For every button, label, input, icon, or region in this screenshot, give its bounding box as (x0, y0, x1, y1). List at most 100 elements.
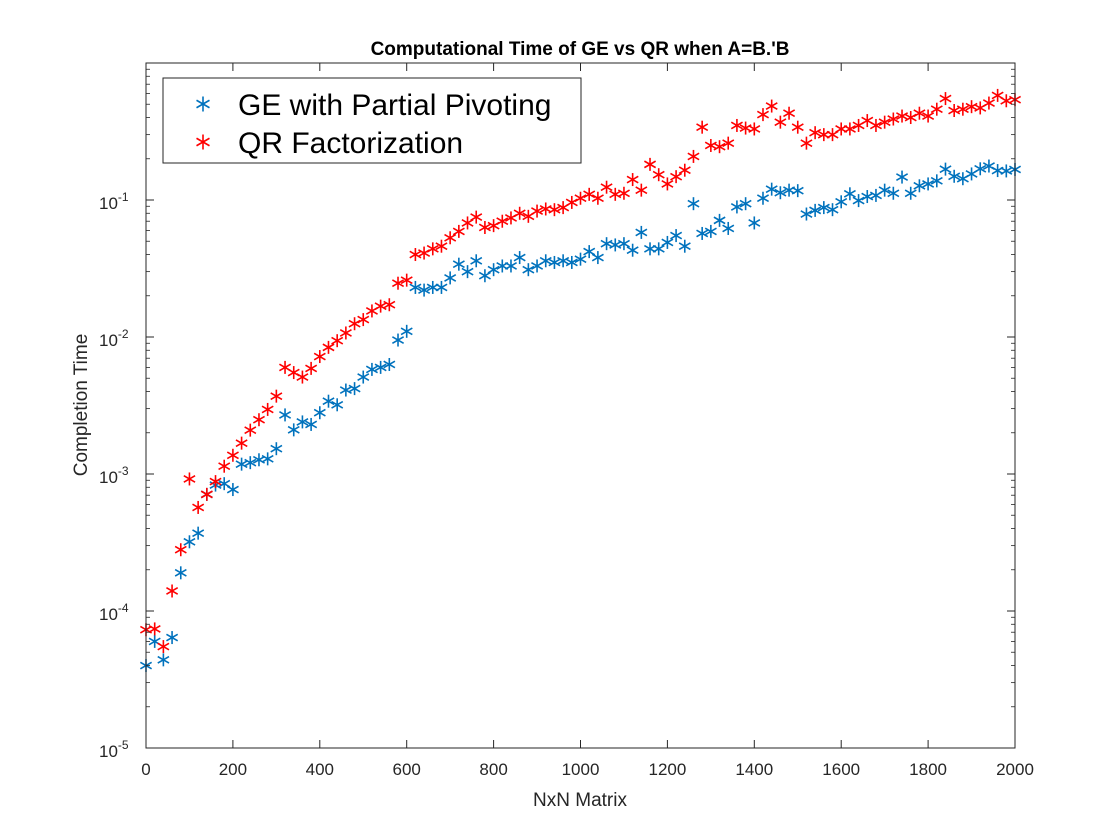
data-point (948, 169, 961, 183)
data-point (722, 136, 735, 150)
data-point (313, 406, 326, 420)
data-point (400, 273, 413, 287)
data-point (522, 263, 535, 277)
data-point (313, 350, 326, 364)
data-point (348, 382, 361, 396)
data-point (391, 276, 405, 290)
data-point (574, 191, 587, 205)
data-point (470, 210, 483, 224)
data-point (696, 226, 709, 240)
data-point (843, 122, 856, 136)
data-point (652, 168, 665, 182)
data-point (539, 254, 552, 268)
data-point (783, 106, 796, 120)
data-point (896, 170, 909, 184)
data-point (244, 423, 257, 437)
y-axis-label: Completion Time (71, 334, 92, 477)
legend-marker (196, 134, 210, 150)
data-point (887, 112, 900, 126)
data-point (574, 252, 587, 266)
x-tick-label: 200 (219, 760, 247, 779)
y-tick-label: 10-5 (99, 738, 129, 761)
data-point (487, 263, 500, 277)
x-tick-label: 0 (141, 760, 150, 779)
data-point (687, 149, 700, 163)
data-point (452, 257, 465, 271)
data-point (261, 452, 274, 466)
data-point (748, 122, 761, 136)
data-point (166, 584, 179, 598)
data-point (887, 186, 900, 200)
data-point (661, 235, 674, 249)
data-point (365, 362, 378, 376)
data-point (791, 120, 804, 134)
data-point (678, 163, 691, 177)
data-point (722, 221, 735, 235)
data-point (531, 204, 544, 218)
data-point (852, 194, 865, 208)
data-point (270, 389, 283, 403)
x-tick-label: 400 (306, 760, 334, 779)
data-point (600, 180, 613, 194)
data-point (409, 280, 422, 294)
data-point (678, 239, 691, 253)
data-point (287, 423, 300, 437)
data-point (878, 183, 891, 197)
data-point (513, 251, 526, 265)
legend: GE with Partial Pivoting QR Factorization (162, 77, 582, 164)
x-tick-label: 1200 (648, 760, 686, 779)
x-tick-label: 1800 (909, 760, 947, 779)
data-point (305, 417, 318, 431)
data-point (157, 640, 170, 654)
data-point (322, 340, 335, 354)
data-point (557, 254, 570, 268)
data-point (296, 415, 309, 429)
data-point (331, 334, 344, 348)
legend-box (162, 77, 582, 164)
data-point (339, 326, 352, 340)
legend-label: GE with Partial Pivoting (238, 89, 551, 122)
data-point (305, 361, 318, 375)
data-point (426, 242, 439, 256)
plot-area (146, 63, 1015, 748)
data-point (183, 472, 196, 486)
data-point (774, 186, 787, 200)
axes: 0 200 400 600 800 1000 1200 1400 1600 1800 2000 10-… (99, 62, 1034, 779)
data-point (869, 118, 882, 132)
data-point (617, 237, 630, 251)
data-point (400, 324, 413, 338)
data-point (956, 102, 969, 116)
y-tick-label: 10-3 (99, 464, 129, 487)
data-point (739, 197, 752, 211)
data-point (791, 184, 804, 198)
data-point (730, 200, 743, 214)
data-point (174, 566, 187, 580)
legend-label: QR Factorization (238, 127, 463, 160)
y-tick-label: 10-1 (99, 190, 129, 213)
data-point (218, 459, 231, 473)
data-point (635, 225, 648, 239)
data-point (504, 259, 518, 273)
data-point (209, 475, 222, 489)
data-point (200, 487, 213, 501)
data-point (383, 298, 396, 312)
data-point (843, 187, 856, 201)
data-point (817, 201, 830, 215)
series-qr (139, 88, 1022, 654)
data-point (192, 526, 205, 540)
data-point (982, 96, 995, 110)
data-point (626, 243, 639, 257)
data-point (548, 255, 561, 269)
data-point (974, 162, 987, 176)
x-tick-label: 1000 (562, 760, 600, 779)
data-point (383, 357, 396, 371)
data-point (435, 239, 448, 253)
data-point (192, 500, 205, 514)
data-point (418, 283, 431, 297)
x-tick-label: 1600 (822, 760, 860, 779)
data-point (913, 179, 926, 193)
data-point (826, 203, 839, 217)
data-point (922, 109, 935, 123)
data-point (800, 207, 813, 221)
